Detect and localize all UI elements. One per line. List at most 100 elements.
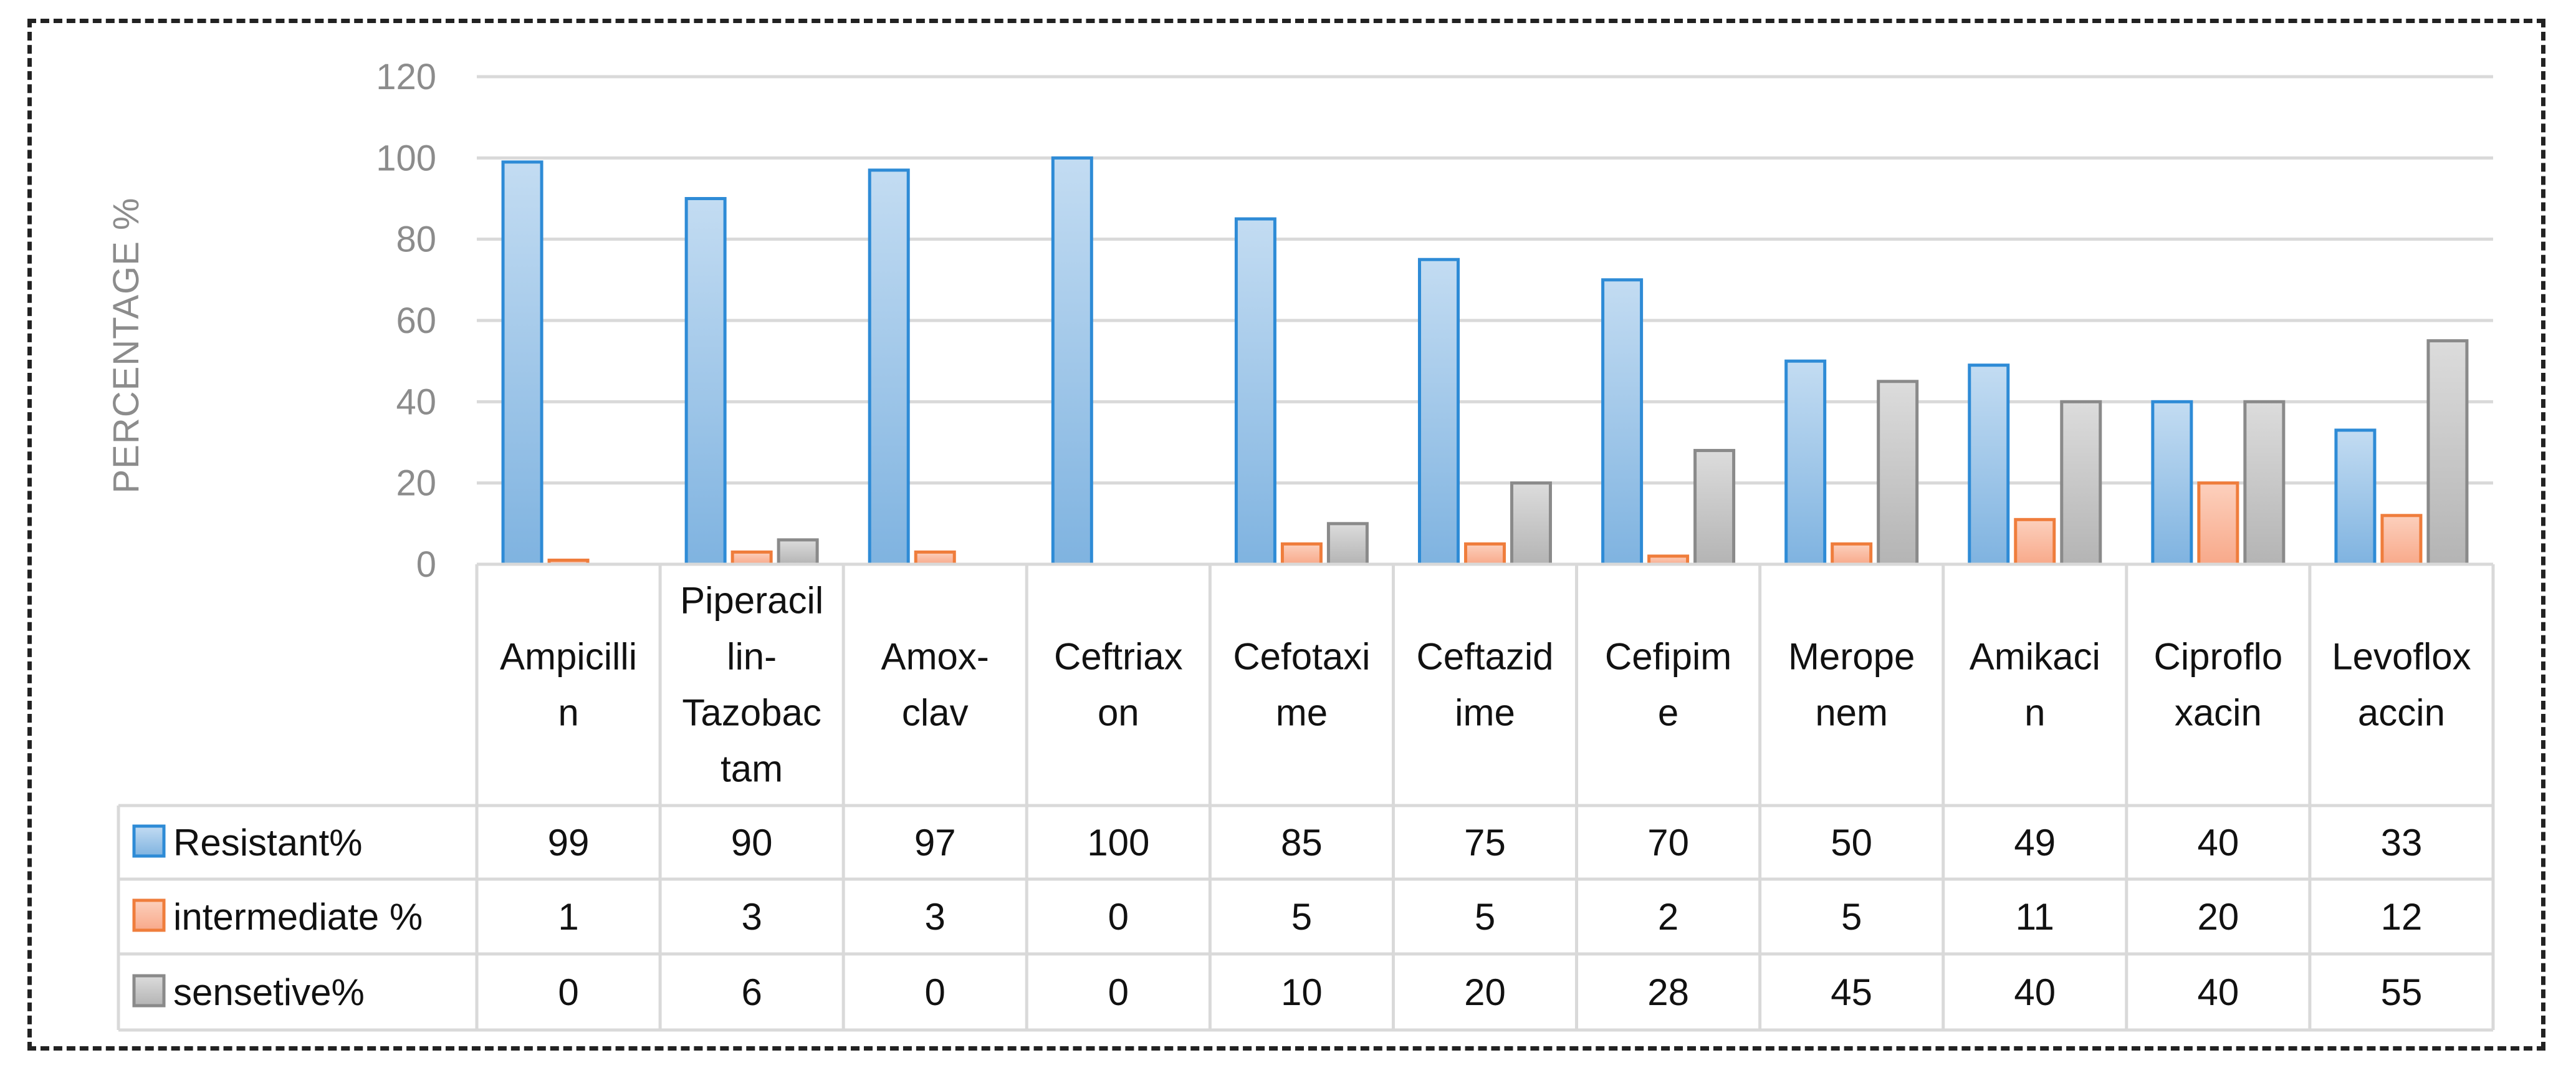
bar-1-9 (2197, 481, 2239, 566)
data-label-2-9: 40 (2197, 971, 2239, 1013)
series-label-0: Resistant% (173, 822, 362, 864)
bar-0-9 (2151, 400, 2193, 566)
data-label-0-8: 49 (2014, 822, 2056, 864)
bar-2-6 (1693, 449, 1736, 566)
data-label-1-1: 3 (741, 896, 762, 938)
data-label-0-7: 50 (1831, 822, 1872, 864)
legend-key-1 (132, 898, 166, 932)
y-tick-label-80: 80 (396, 219, 436, 260)
bar-2-7 (1877, 380, 1919, 566)
bar-0-5 (1418, 258, 1460, 566)
data-label-0-6: 70 (1647, 822, 1689, 864)
bar-1-1 (730, 550, 773, 566)
data-label-1-8: 11 (2016, 896, 2054, 938)
bar-1-8 (2014, 517, 2056, 566)
category-label-1-1: lin- (727, 636, 777, 678)
bar-0-10 (2334, 428, 2377, 566)
data-label-2-10: 55 (2381, 971, 2423, 1013)
data-label-2-5: 20 (1464, 971, 1506, 1013)
data-label-2-7: 45 (1831, 971, 1872, 1013)
y-tick-label-60: 60 (396, 301, 436, 341)
bar-0-0 (501, 160, 543, 566)
category-label-0-0: Ampicilli (500, 636, 637, 678)
data-label-2-8: 40 (2014, 971, 2056, 1013)
y-tick-label-100: 100 (376, 138, 436, 178)
category-label-10-0: Levoflox (2332, 636, 2471, 678)
category-label-3-1: on (1098, 692, 1139, 734)
category-label-9-1: xacin (2175, 692, 2262, 734)
bar-2-10 (2426, 339, 2469, 566)
data-label-1-0: 1 (558, 896, 578, 938)
bar-1-7 (1831, 542, 1873, 566)
data-label-0-3: 100 (1087, 822, 1149, 864)
bar-1-10 (2380, 514, 2423, 566)
data-label-1-3: 0 (1108, 896, 1129, 938)
data-label-0-5: 75 (1464, 822, 1506, 864)
data-label-2-6: 28 (1647, 971, 1689, 1013)
category-label-1-2: Tazobac (682, 692, 821, 734)
bar-2-8 (2060, 400, 2102, 566)
bar-0-7 (1784, 359, 1827, 566)
category-label-2-0: Amox- (881, 636, 989, 678)
bar-2-1 (777, 538, 819, 566)
bar-0-6 (1601, 278, 1644, 566)
category-label-5-1: ime (1455, 692, 1515, 734)
bar-1-5 (1464, 542, 1506, 566)
category-label-0-1: n (558, 692, 578, 734)
category-label-7-1: nem (1815, 692, 1888, 734)
category-label-7-0: Merope (1788, 636, 1915, 678)
category-label-4-1: me (1276, 692, 1328, 734)
data-label-2-4: 10 (1281, 971, 1323, 1013)
category-label-1-0: Piperacil (680, 580, 823, 622)
data-label-2-2: 0 (925, 971, 946, 1013)
category-label-1-3: tam (721, 748, 783, 790)
category-label-9-0: Ciproflo (2153, 636, 2282, 678)
y-axis-title: PERCENTAGE % (106, 197, 146, 493)
data-label-0-2: 97 (914, 822, 956, 864)
series-label-1: intermediate % (173, 896, 423, 938)
data-label-2-0: 0 (558, 971, 578, 1013)
category-label-6-0: Cefipim (1605, 636, 1731, 678)
data-label-1-4: 5 (1291, 896, 1312, 938)
data-label-0-4: 85 (1281, 822, 1323, 864)
category-label-3-0: Ceftriax (1054, 636, 1183, 678)
y-tick-label-120: 120 (376, 57, 436, 97)
category-label-5-0: Ceftazid (1416, 636, 1553, 678)
bar-1-4 (1280, 542, 1323, 566)
bar-0-1 (684, 197, 727, 566)
data-label-0-1: 90 (731, 822, 773, 864)
category-label-8-0: Amikaci (1970, 636, 2100, 678)
chart-frame (27, 19, 2545, 1051)
category-label-10-1: accin (2358, 692, 2445, 734)
bar-0-8 (1968, 363, 2010, 566)
bar-1-2 (914, 550, 956, 566)
bar-0-4 (1234, 217, 1276, 566)
data-label-1-9: 20 (2197, 896, 2239, 938)
category-label-4-0: Cefotaxi (1233, 636, 1370, 678)
bar-2-5 (1510, 481, 1552, 566)
category-label-8-1: n (2024, 692, 2045, 734)
data-label-1-6: 2 (1658, 896, 1678, 938)
data-label-1-2: 3 (925, 896, 946, 938)
legend-key-2 (132, 974, 166, 1008)
category-label-6-1: e (1658, 692, 1678, 734)
data-label-0-10: 33 (2381, 822, 2423, 864)
legend-key-0 (132, 824, 166, 858)
y-tick-label-20: 20 (396, 463, 436, 504)
data-label-0-9: 40 (2197, 822, 2239, 864)
bar-2-4 (1326, 522, 1369, 566)
y-tick-label-40: 40 (396, 382, 436, 422)
data-label-2-3: 0 (1108, 971, 1129, 1013)
data-label-0-0: 99 (548, 822, 590, 864)
data-label-1-10: 12 (2381, 896, 2423, 938)
y-tick-label-0: 0 (416, 544, 436, 585)
series-label-2: sensetive% (173, 971, 365, 1013)
bar-0-3 (1051, 156, 1093, 566)
bar-0-2 (868, 168, 910, 566)
category-label-2-1: clav (902, 692, 969, 734)
bar-2-9 (2243, 400, 2286, 566)
data-label-2-1: 6 (741, 971, 762, 1013)
data-label-1-5: 5 (1475, 896, 1495, 938)
data-label-1-7: 5 (1841, 896, 1862, 938)
